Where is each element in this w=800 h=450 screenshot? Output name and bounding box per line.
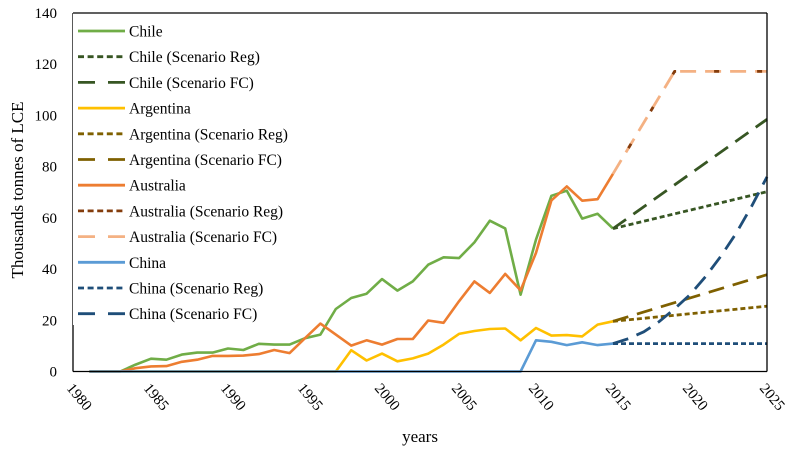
legend-label: Australia (Scenario FC) bbox=[129, 229, 277, 246]
x-tick-label: 1985 bbox=[140, 381, 172, 414]
x-tick-label: 1995 bbox=[294, 381, 326, 414]
legend-label: China (Scenario Reg) bbox=[129, 281, 263, 298]
legend-label: China bbox=[129, 255, 166, 272]
y-tick-label: 40 bbox=[42, 262, 57, 278]
y-axis-title: Thousands tonnes of LCE bbox=[8, 101, 27, 278]
x-tick-labels: 1980 1985 1990 1995 2000 2005 2010 2015 2020 2025 bbox=[63, 381, 788, 414]
legend-item: Argentina (Scenario FC) bbox=[78, 152, 282, 169]
legend-label: Argentina (Scenario Reg) bbox=[129, 126, 288, 143]
series-line-argentina-scenario-reg bbox=[612, 304, 768, 323]
x-tick-label: 1990 bbox=[217, 381, 249, 414]
y-tick-labels: 0 20 40 60 80 100 120 140 bbox=[35, 6, 58, 381]
x-axis-title: years bbox=[402, 427, 438, 446]
series-line-chile-scenario-reg bbox=[612, 190, 768, 230]
series-line-australia-scenario-reg bbox=[611, 70, 767, 175]
x-tick-label: 2005 bbox=[448, 381, 480, 414]
x-tick-label: 2010 bbox=[525, 381, 557, 414]
legend-label: Chile bbox=[129, 24, 163, 41]
legend-item: China (Scenario Reg) bbox=[78, 281, 263, 298]
series-line-china-scenario-fc bbox=[612, 176, 769, 345]
x-tick-label: 2020 bbox=[679, 381, 711, 414]
series-line-argentina-scenario-fc bbox=[612, 273, 768, 323]
legend-frame bbox=[73, 13, 303, 325]
legend-item: China bbox=[78, 255, 166, 272]
legend-label: Australia (Scenario Reg) bbox=[129, 203, 283, 220]
y-tick-label: 140 bbox=[35, 6, 58, 22]
y-tick-label: 20 bbox=[42, 313, 57, 329]
legend-item: Australia (Scenario Reg) bbox=[78, 203, 283, 220]
legend-label: Australia bbox=[129, 178, 186, 195]
legend-item: China (Scenario FC) bbox=[78, 306, 257, 323]
y-tick-label: 100 bbox=[35, 108, 58, 124]
legend-label: China (Scenario FC) bbox=[129, 306, 257, 323]
x-tick-label: 2015 bbox=[602, 381, 634, 414]
legend-item: Chile (Scenario FC) bbox=[78, 75, 254, 92]
y-tick-label: 80 bbox=[42, 160, 57, 176]
legend-item: Chile (Scenario Reg) bbox=[78, 49, 260, 66]
series-line-australia bbox=[89, 173, 615, 373]
y-tick-label: 0 bbox=[50, 365, 58, 381]
legend-item: Chile bbox=[78, 24, 163, 41]
legend-label: Chile (Scenario FC) bbox=[129, 75, 254, 92]
x-tick-label: 1980 bbox=[63, 381, 95, 414]
legend-label: Argentina bbox=[129, 101, 191, 118]
x-tick-label: 2000 bbox=[371, 381, 403, 414]
x-tick-label: 2025 bbox=[756, 381, 788, 414]
series-line-chile-scenario-fc bbox=[612, 118, 768, 230]
legend-label: Argentina (Scenario FC) bbox=[129, 152, 282, 169]
legend-item: Australia (Scenario FC) bbox=[78, 229, 277, 246]
y-tick-label: 120 bbox=[35, 57, 58, 73]
legend-items: Chile Chile (Scenario Reg) Chile (Scenario… bbox=[78, 24, 288, 323]
y-tick-label: 60 bbox=[42, 211, 57, 227]
legend: Chile Chile (Scenario Reg) Chile (Scenario… bbox=[73, 12, 767, 325]
series-line-australia-scenario-fc bbox=[611, 70, 767, 175]
legend-item: Argentina (Scenario Reg) bbox=[78, 126, 288, 143]
legend-label: Chile (Scenario Reg) bbox=[129, 49, 260, 66]
legend-item: Australia bbox=[78, 178, 186, 195]
legend-item: Argentina bbox=[78, 101, 191, 118]
